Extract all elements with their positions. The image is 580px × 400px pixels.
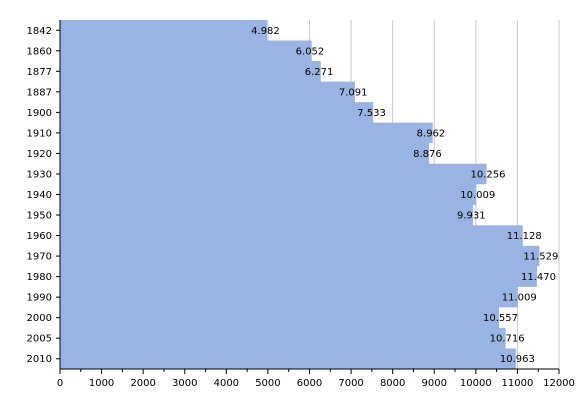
area-series <box>60 20 540 369</box>
data-label: 10.716 <box>490 334 525 345</box>
y-tick-label: 1940 <box>27 190 52 201</box>
data-label: 10.557 <box>483 313 518 324</box>
x-tick-label: 3000 <box>172 378 197 389</box>
x-tick-label: 12000 <box>543 378 575 389</box>
y-tick-label: 2005 <box>27 334 52 345</box>
x-tick-label: 6000 <box>297 378 322 389</box>
x-tick-label: 4000 <box>214 378 239 389</box>
data-label: 11.009 <box>502 293 537 304</box>
y-tick-label: 2010 <box>27 354 52 365</box>
y-tick-label: 1950 <box>27 211 52 222</box>
y-tick-label: 1842 <box>27 26 52 37</box>
data-label: 9.931 <box>457 211 486 222</box>
y-tick-label: 1860 <box>27 46 52 57</box>
x-tick-label: 8000 <box>380 378 405 389</box>
y-axis-ticks: 1842 1860 1877 1887 1900 1910 1920 1930 1940 1950… <box>27 26 60 365</box>
area-fill <box>60 20 540 369</box>
data-label: 10.009 <box>460 190 495 201</box>
data-label: 10.963 <box>500 354 535 365</box>
x-tick-label: 9000 <box>422 378 447 389</box>
y-tick-label: 1900 <box>27 108 52 119</box>
x-tick-label: 10000 <box>460 378 492 389</box>
data-label: 8.962 <box>417 128 446 139</box>
data-label: 7.533 <box>357 108 386 119</box>
data-label: 10.256 <box>470 169 505 180</box>
y-tick-label: 1877 <box>27 67 52 78</box>
x-tick-label: 0 <box>57 378 63 389</box>
y-tick-label: 1887 <box>27 87 52 98</box>
x-tick-label: 5000 <box>255 378 280 389</box>
y-tick-label: 1960 <box>27 231 52 242</box>
y-tick-label: 2000 <box>27 313 52 324</box>
y-tick-label: 1910 <box>27 128 52 139</box>
data-label: 7.091 <box>339 87 368 98</box>
data-label: 11.128 <box>507 231 542 242</box>
data-label: 4.982 <box>251 26 280 37</box>
y-tick-label: 1920 <box>27 149 52 160</box>
data-label: 8.876 <box>413 149 442 160</box>
data-label: 11.470 <box>521 272 556 283</box>
data-label: 6.052 <box>296 46 325 57</box>
y-tick-label: 1970 <box>27 252 52 263</box>
data-labels: 4.982 6.052 6.271 7.091 7.533 8.962 8.876 10.25… <box>251 26 558 365</box>
y-tick-label: 1990 <box>27 293 52 304</box>
data-label: 6.271 <box>305 67 334 78</box>
x-tick-label: 7000 <box>338 378 363 389</box>
x-axis-ticks: 0 1000 2000 3000 4000 5000 6000 7000 8000 9000 100… <box>57 369 575 389</box>
data-label: 11.529 <box>523 252 558 263</box>
x-tick-label: 1000 <box>89 378 114 389</box>
x-tick-label: 2000 <box>130 378 155 389</box>
y-tick-label: 1930 <box>27 169 52 180</box>
x-tick-label: 11000 <box>502 378 534 389</box>
y-tick-label: 1980 <box>27 272 52 283</box>
